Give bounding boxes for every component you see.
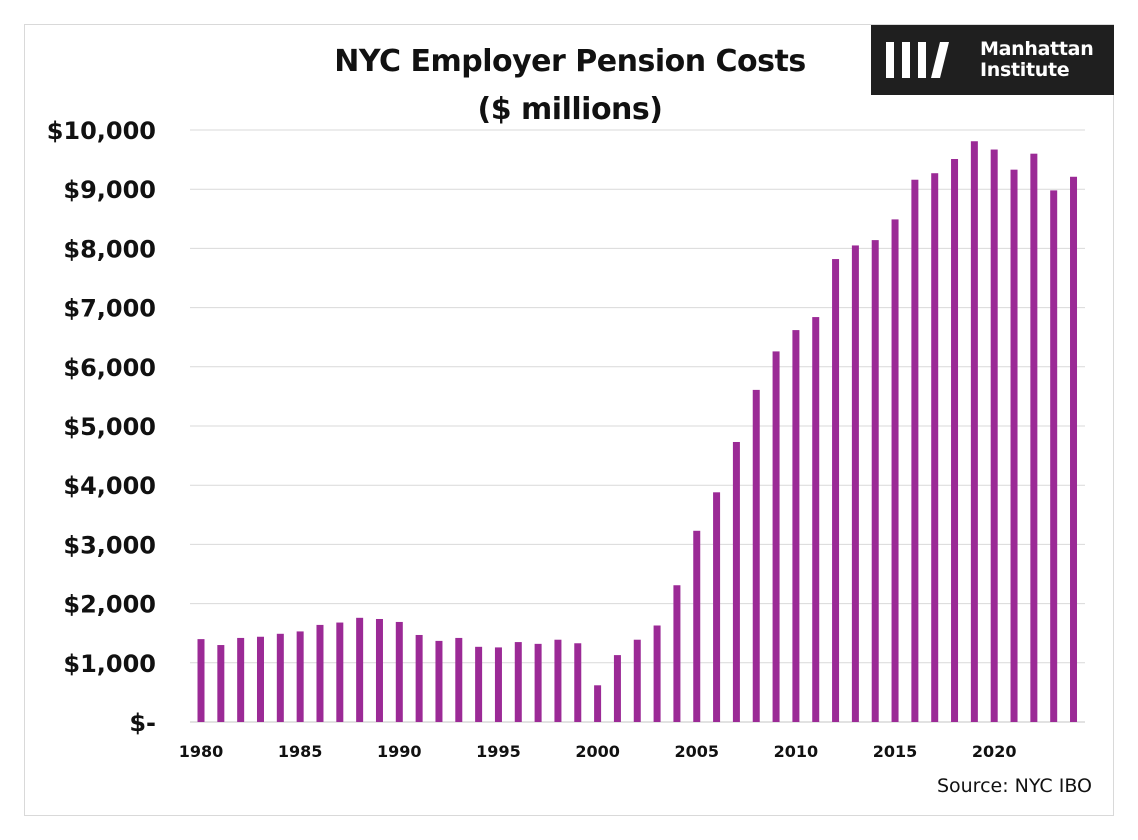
chart-title: NYC Employer Pension Costs	[334, 44, 806, 79]
logo-text-line2: Institute	[980, 59, 1070, 81]
bar-1991	[415, 634, 423, 722]
bar-2003	[653, 625, 661, 722]
bar-2020	[990, 149, 998, 722]
bar-1996	[514, 642, 522, 722]
bar-2022	[1030, 153, 1038, 722]
y-tick-label: $7,000	[63, 295, 156, 323]
chart-subtitle: ($ millions)	[477, 92, 663, 127]
bar-2018	[951, 159, 959, 722]
y-tick-label: $1,000	[63, 650, 156, 678]
y-tick-label: $8,000	[63, 235, 156, 263]
x-tick-label: 2010	[774, 742, 819, 761]
y-tick-label: $10,000	[47, 117, 156, 145]
bar-2001	[613, 655, 621, 722]
bar-1997	[534, 643, 542, 722]
x-tick-label: 2000	[575, 742, 620, 761]
y-tick-label: $9,000	[63, 176, 156, 204]
bar-2000	[594, 685, 602, 722]
bar-2007	[732, 441, 740, 722]
bar-2017	[931, 173, 939, 722]
manhattan-institute-slash-icon	[886, 42, 949, 78]
bar-1982	[237, 637, 245, 722]
gridlines	[190, 129, 1085, 723]
y-tick-label: $2,000	[63, 591, 156, 619]
bar-2005	[693, 530, 701, 722]
bar-1989	[375, 618, 383, 722]
bar-2024	[1070, 176, 1078, 722]
bar-2014	[871, 240, 879, 722]
bar-1984	[276, 633, 284, 722]
y-tick-label: $4,000	[63, 472, 156, 500]
bar-2023	[1050, 190, 1058, 722]
bar-1980	[197, 639, 205, 722]
bar-2006	[713, 492, 721, 722]
bar-2009	[772, 351, 780, 722]
x-tick-label: 1990	[377, 742, 422, 761]
bar-1987	[336, 622, 344, 722]
bar-2015	[891, 219, 899, 722]
bar-2004	[673, 585, 681, 722]
bar-1993	[455, 637, 463, 722]
x-tick-label: 1995	[476, 742, 521, 761]
y-tick-label: $5,000	[63, 413, 156, 441]
bar-2010	[792, 330, 800, 722]
bar-1992	[435, 640, 443, 722]
y-tick-label: $3,000	[63, 531, 156, 559]
bar-2011	[812, 317, 820, 722]
x-tick-label: 2015	[873, 742, 918, 761]
logo-wordmark: Manhattan Institute	[980, 38, 1094, 81]
source-note: Source: NYC IBO	[936, 775, 1092, 797]
bar-2013	[851, 245, 859, 722]
bars	[197, 141, 1078, 723]
bar-2021	[1010, 169, 1018, 722]
x-tick-label: 2020	[972, 742, 1017, 761]
manhattan-institute-logo: Manhattan Institute	[871, 25, 1114, 95]
bar-1981	[217, 645, 225, 722]
x-tick-label: 2005	[674, 742, 719, 761]
bar-1986	[316, 624, 324, 722]
x-axis-ticks: 1980 1985 1990 1995 2000 2005 2010 2015 2020	[179, 742, 1017, 761]
bar-1994	[475, 646, 483, 722]
y-tick-label: $6,000	[63, 354, 156, 382]
logo-text-line1: Manhattan	[980, 38, 1094, 60]
bar-1998	[554, 639, 562, 722]
bar-1983	[256, 636, 264, 722]
bar-1988	[356, 617, 364, 722]
y-tick-label: $-	[129, 709, 156, 737]
bar-1990	[395, 621, 403, 722]
bar-1995	[494, 647, 502, 722]
bar-2008	[752, 389, 760, 722]
bar-2019	[970, 141, 978, 723]
bar-2016	[911, 179, 919, 722]
x-tick-label: 1980	[179, 742, 224, 761]
x-tick-label: 1985	[278, 742, 323, 761]
bar-1985	[296, 631, 304, 722]
bar-2002	[633, 639, 641, 722]
y-axis-ticks: $- $1,000 $2,000 $3,000 $4,000 $5,000 $6,000 $7…	[47, 117, 156, 737]
bar-1999	[574, 643, 582, 722]
bar-2012	[832, 259, 840, 722]
